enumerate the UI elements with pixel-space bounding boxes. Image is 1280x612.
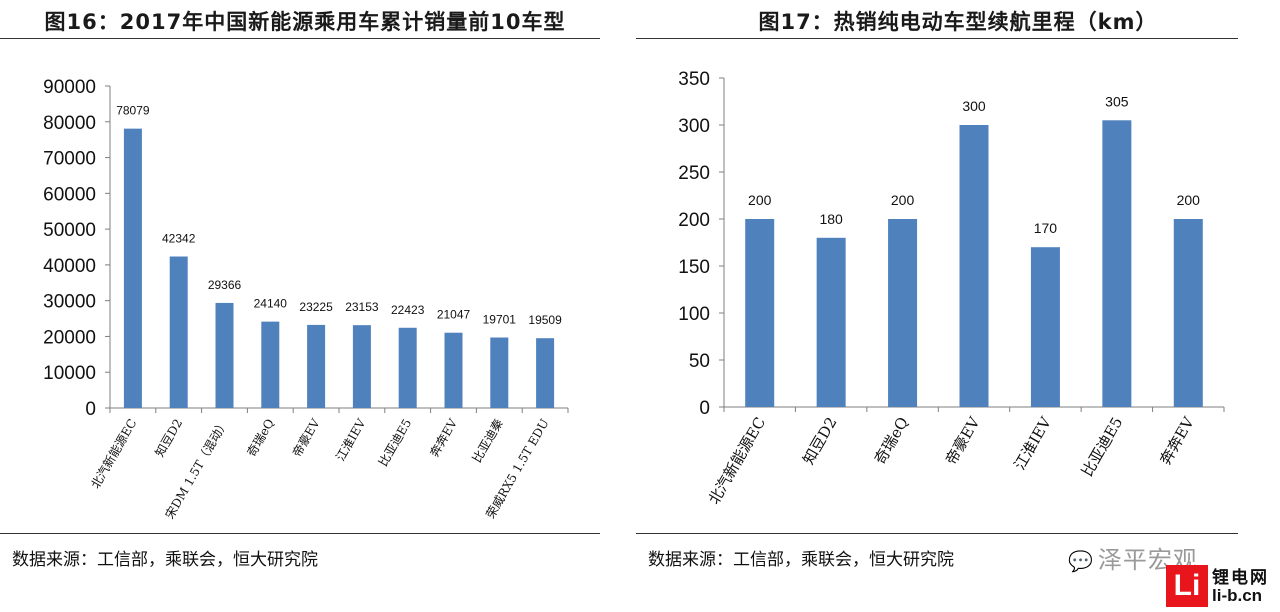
data-label: 200 (748, 192, 772, 208)
y-tick-label: 50000 (43, 220, 96, 241)
y-tick-label: 0 (699, 398, 710, 419)
y-tick-label: 350 (678, 69, 710, 90)
bar (1102, 120, 1132, 408)
bar (169, 256, 188, 408)
data-label: 29366 (208, 278, 242, 292)
data-label: 24140 (254, 297, 288, 311)
y-tick-label: 100 (678, 304, 710, 325)
y-tick-label: 50 (689, 351, 710, 372)
y-tick-label: 250 (678, 163, 710, 184)
site-url: li-b.cn (1212, 586, 1263, 605)
y-tick-label: 60000 (43, 184, 96, 205)
chart-title-range: 图17：热销纯电动车型续航里程（km） (758, 10, 1158, 34)
bar (490, 337, 509, 408)
range-chart: 0 50 100 150 200 250 300 350 200 北汽新能源EC 180 知豆D2 20… (678, 69, 1225, 507)
category-label: 奔奔EV (1156, 413, 1198, 468)
category-label: 比亚迪E5 (376, 417, 414, 469)
category-label: 知豆D2 (799, 414, 840, 468)
bar (261, 321, 280, 408)
source-text: 数据来源：工信部，乘联会，恒大研究院 (12, 550, 318, 570)
category-label: 江淮IEV (333, 416, 368, 463)
bar (745, 219, 775, 407)
y-tick-label: 40000 (43, 256, 96, 277)
y-tick-label: 150 (678, 257, 710, 278)
bar (307, 324, 326, 408)
category-label: 奇瑞eQ (244, 416, 277, 459)
data-label: 21047 (437, 308, 471, 322)
bar (444, 332, 463, 408)
title-rule (636, 38, 1238, 39)
source-rule (636, 533, 1238, 534)
y-tick-label: 10000 (43, 363, 96, 384)
y-tick-label: 20000 (43, 327, 96, 348)
category-label: 北汽新能源EC (88, 416, 140, 491)
category-label: 奔奔EV (427, 416, 460, 459)
sales-chart: 0 10000 20000 30000 40000 50000 60000 70000 8000… (43, 77, 569, 521)
source-text: 数据来源：工信部，乘联会，恒大研究院 (648, 550, 954, 570)
y-tick-label: 90000 (43, 77, 96, 98)
bar (959, 125, 989, 407)
data-label: 200 (891, 192, 915, 208)
category-label: 帝豪EV (289, 416, 323, 460)
bar (123, 128, 142, 408)
category-label: 知豆D2 (153, 417, 186, 460)
category-label: 江淮IEV (1010, 413, 1055, 473)
title-rule (0, 38, 600, 39)
data-label: 22423 (391, 303, 425, 317)
bar (352, 325, 371, 408)
category-label: 比亚迪秦 (470, 417, 506, 466)
data-label: 23153 (345, 300, 379, 314)
data-label: 42342 (162, 232, 196, 246)
category-label: 奇瑞eQ (871, 414, 912, 467)
y-tick-label: 200 (678, 210, 710, 231)
bar (215, 302, 234, 408)
bar (888, 219, 918, 407)
bar (1173, 219, 1203, 407)
y-tick-label: 30000 (43, 292, 96, 313)
bar (1030, 247, 1060, 407)
data-label: 19509 (528, 313, 562, 327)
data-label: 19701 (483, 313, 517, 327)
data-label: 23225 (299, 300, 333, 314)
data-label: 300 (962, 98, 986, 114)
data-label: 305 (1105, 93, 1129, 109)
data-label: 180 (819, 211, 843, 227)
y-tick-label: 80000 (43, 113, 96, 134)
y-tick-label: 70000 (43, 149, 96, 170)
li-logo-icon: Li (1166, 565, 1208, 607)
data-label: 78079 (116, 104, 150, 118)
category-label: 帝豪EV (942, 413, 984, 468)
wechat-icon: 💬 (1068, 549, 1094, 573)
panel-sales-chart: 图16：2017年中国新能源乘用车累计销量前10车型 0 10000 20000 30… (0, 0, 610, 612)
category-label: 北汽新能源EC (705, 414, 769, 507)
category-label: 比亚迪E5 (1078, 414, 1126, 480)
y-tick-label: 300 (678, 116, 710, 137)
panel-range-chart: 图17：热销纯电动车型续航里程（km） 0 50 100 150 200 250 300 35… (636, 0, 1280, 612)
bar (536, 338, 555, 408)
bar (398, 327, 417, 408)
data-label: 200 (1177, 192, 1201, 208)
bar (816, 237, 846, 407)
site-name: 锂电网 (1212, 568, 1269, 588)
y-tick-label: 0 (85, 399, 96, 420)
chart-title-sales: 图16：2017年中国新能源乘用车累计销量前10车型 (44, 10, 566, 34)
source-rule (0, 533, 600, 534)
data-label: 170 (1034, 220, 1058, 236)
